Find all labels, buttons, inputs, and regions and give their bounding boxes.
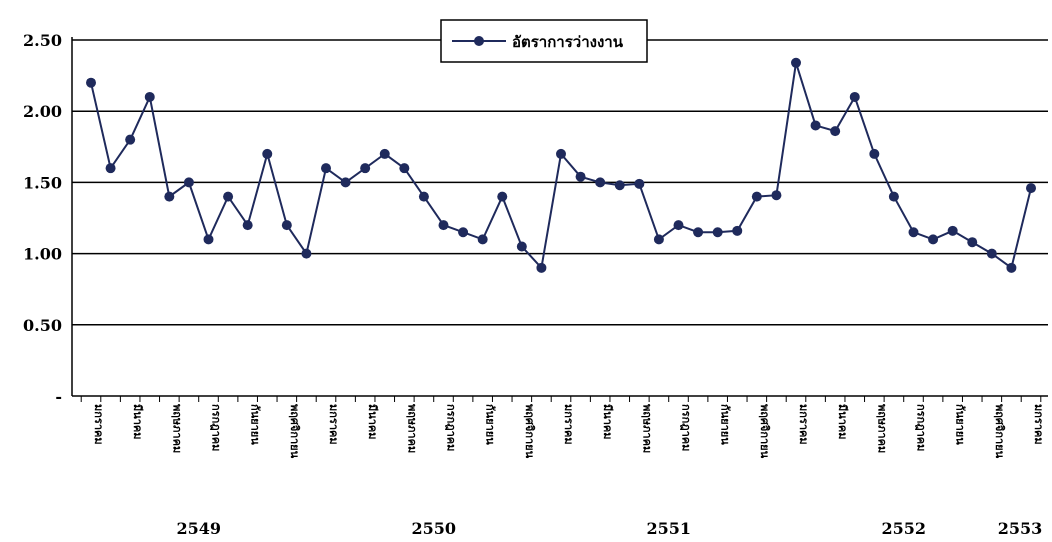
- y-tick-label: 2.00: [23, 102, 62, 121]
- x-tick-label: พฤษภาคม: [170, 404, 183, 453]
- data-point: [869, 148, 880, 159]
- year-labels: 2549 2550 2551 2552 2553: [176, 519, 1042, 538]
- data-point: [458, 227, 469, 238]
- year-label: 2550: [411, 519, 456, 538]
- y-tick-label: -: [55, 387, 62, 406]
- data-point: [516, 241, 527, 252]
- data-point: [967, 237, 978, 248]
- data-point: [830, 126, 841, 137]
- data-point: [653, 234, 664, 245]
- data-point: [751, 191, 762, 202]
- data-point: [1026, 183, 1036, 194]
- data-point: [810, 120, 821, 131]
- x-tick-label: มีนาคม: [366, 404, 379, 440]
- legend: อัตราการว่างงาน: [440, 19, 648, 63]
- x-tick-label: กันยายน: [954, 404, 967, 445]
- data-point: [399, 163, 410, 174]
- data-point: [908, 227, 919, 238]
- x-tick-label: กรกฎาคม: [445, 404, 458, 451]
- x-tick-label: มกราคม: [797, 404, 810, 445]
- x-tick-label: กันยายน: [249, 404, 262, 445]
- data-point: [340, 177, 351, 188]
- data-point: [477, 234, 488, 245]
- data-point: [281, 220, 292, 231]
- x-tick-label: กรกฎาคม: [210, 404, 223, 451]
- data-point: [183, 177, 194, 188]
- data-point: [732, 225, 743, 236]
- x-tick-label: พฤษภาคม: [405, 404, 418, 453]
- x-tick-label: พฤศจิกายน: [288, 404, 301, 459]
- x-tick-label: มีนาคม: [131, 404, 144, 440]
- data-point: [86, 77, 96, 88]
- data-point: [125, 134, 136, 145]
- x-tick-label: มกราคม: [327, 404, 340, 445]
- data-point: [556, 148, 566, 159]
- data-point: [536, 262, 547, 273]
- x-tick-label: กันยายน: [719, 404, 732, 445]
- data-point: [223, 191, 234, 202]
- data-point: [1006, 262, 1017, 273]
- data-point: [301, 248, 312, 259]
- year-label: 2551: [646, 519, 691, 538]
- grid-lines: [72, 39, 1048, 326]
- data-point: [928, 234, 939, 245]
- x-tick-label: พฤษภาคม: [640, 404, 653, 453]
- axes: [71, 37, 1048, 402]
- x-tick-label: พฤศจิกายน: [523, 404, 536, 459]
- data-point: [360, 163, 371, 174]
- x-tick-label: กรกฎาคม: [915, 404, 928, 451]
- data-point: [986, 248, 997, 259]
- data-point: [418, 191, 429, 202]
- y-tick-label: 1.50: [23, 173, 62, 192]
- data-point: [791, 57, 801, 68]
- series-line-unemployment-rate: [90, 62, 1032, 270]
- y-tick-label: 2.50: [23, 31, 62, 50]
- x-tick-labels: มกราคม มีนาคม พฤษภาคม กรกฎาคม กันยายน พฤศจิกา…: [92, 404, 1045, 459]
- x-tick-label: พฤศจิกายน: [758, 404, 771, 459]
- data-point: [634, 178, 645, 189]
- data-point: [242, 220, 253, 231]
- y-tick-label: 0.50: [23, 316, 62, 335]
- data-point: [497, 191, 508, 202]
- data-point: [771, 190, 782, 201]
- x-tick-label: กันยายน: [484, 404, 497, 445]
- data-point: [712, 227, 723, 238]
- legend-marker-sample: [474, 36, 484, 46]
- data-point: [262, 148, 273, 159]
- data-point: [673, 220, 684, 231]
- data-point: [321, 163, 331, 174]
- x-tick-label: พฤศจิกายน: [993, 404, 1006, 459]
- data-point: [379, 148, 390, 159]
- data-point: [438, 220, 449, 231]
- data-point: [144, 91, 155, 102]
- data-point: [203, 234, 214, 245]
- data-point: [164, 191, 175, 202]
- data-point: [575, 171, 586, 182]
- data-point: [105, 163, 116, 174]
- x-tick-label: กรกฎาคม: [680, 404, 693, 451]
- data-point: [888, 191, 899, 202]
- x-tick-label: มีนาคม: [836, 404, 849, 440]
- data-point: [693, 227, 704, 238]
- series-layer: [86, 57, 1036, 273]
- x-tick-label: มีนาคม: [601, 404, 614, 440]
- y-tick-labels: - 0.50 1.00 1.50 2.00 2.50: [23, 31, 62, 406]
- data-point: [947, 225, 958, 236]
- year-label: 2552: [881, 519, 926, 538]
- data-point: [595, 177, 606, 188]
- data-point: [849, 91, 860, 102]
- x-tick-label: มกราคม: [92, 404, 105, 445]
- x-tick-label: มกราคม: [1032, 404, 1045, 445]
- year-label: 2553: [998, 519, 1043, 538]
- legend-label: อัตราการว่างงาน: [512, 33, 624, 51]
- x-tick-label: มกราคม: [562, 404, 575, 445]
- year-label: 2549: [176, 519, 221, 538]
- data-point: [614, 180, 625, 191]
- x-tick-label: พฤษภาคม: [875, 404, 888, 453]
- y-tick-label: 1.00: [23, 245, 62, 264]
